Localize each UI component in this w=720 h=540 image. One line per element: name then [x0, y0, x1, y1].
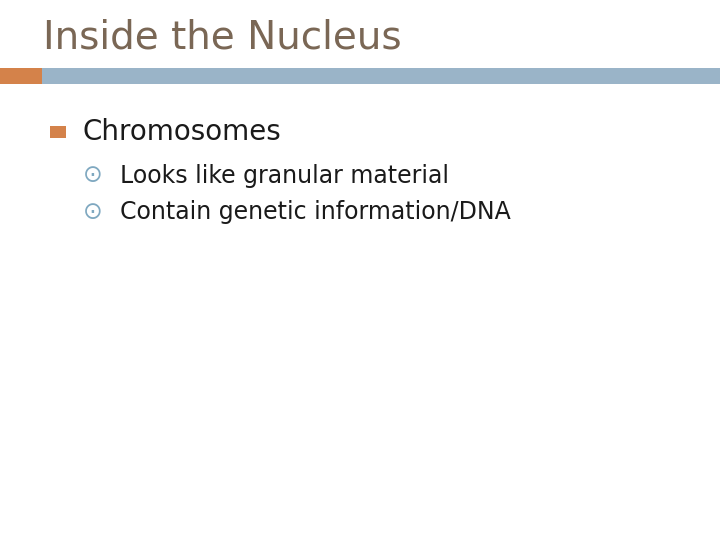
- Text: ⊙: ⊙: [83, 200, 102, 224]
- Text: Looks like granular material: Looks like granular material: [120, 164, 449, 187]
- FancyBboxPatch shape: [0, 68, 42, 84]
- FancyBboxPatch shape: [50, 126, 66, 138]
- FancyBboxPatch shape: [42, 68, 720, 84]
- Text: ⊙: ⊙: [83, 164, 102, 187]
- Text: Chromosomes: Chromosomes: [82, 118, 281, 146]
- Text: Contain genetic information/DNA: Contain genetic information/DNA: [120, 200, 511, 224]
- Text: Inside the Nucleus: Inside the Nucleus: [43, 19, 402, 57]
